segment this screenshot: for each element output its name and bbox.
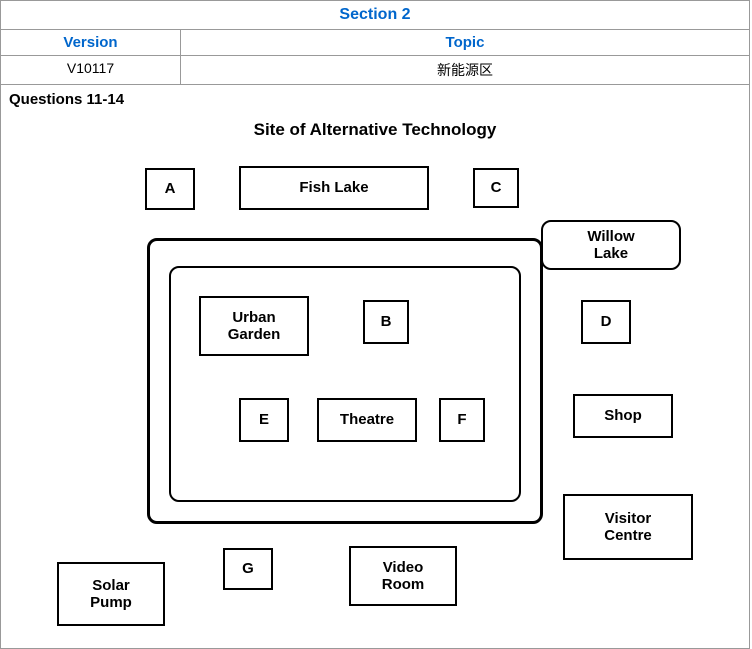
map-box-video: Video Room xyxy=(349,546,457,606)
map-box-theatre: Theatre xyxy=(317,398,417,442)
map-box-label: Video Room xyxy=(382,559,425,594)
map-box-willow: Willow Lake xyxy=(541,220,681,270)
header-labels-row: Version Topic xyxy=(1,30,749,56)
map-box-label: Shop xyxy=(604,407,642,424)
map-box-label: Urban Garden xyxy=(228,309,281,344)
map-box-label: F xyxy=(457,411,466,428)
topic-header: Topic xyxy=(181,30,749,55)
map-box-label: D xyxy=(601,313,612,330)
map-box-A: A xyxy=(145,168,195,210)
map-box-fishlake: Fish Lake xyxy=(239,166,429,210)
map-box-G: G xyxy=(223,548,273,590)
map-box-label: B xyxy=(381,313,392,330)
map-box-label: Solar Pump xyxy=(90,577,132,612)
map-box-urban: Urban Garden xyxy=(199,296,309,356)
version-header: Version xyxy=(1,30,181,55)
map-box-B: B xyxy=(363,300,409,344)
map-box-D: D xyxy=(581,300,631,344)
section-title: Section 2 xyxy=(1,1,749,30)
map-box-visitor: Visitor Centre xyxy=(563,494,693,560)
map-box-label: Fish Lake xyxy=(299,179,368,196)
map-box-label: Willow Lake xyxy=(587,228,634,263)
document-container: Section 2 Version Topic V10117 新能源区 Ques… xyxy=(0,0,750,649)
map-box-label: E xyxy=(259,411,269,428)
map-box-label: A xyxy=(165,180,176,197)
site-map-diagram: A Fish Lake C Willow Lake Urban Garden B D E The… xyxy=(1,148,751,648)
map-box-shop: Shop xyxy=(573,394,673,438)
header-values-row: V10117 新能源区 xyxy=(1,56,749,85)
map-box-C: C xyxy=(473,168,519,208)
map-box-label: G xyxy=(242,560,254,577)
map-box-F: F xyxy=(439,398,485,442)
version-value: V10117 xyxy=(1,56,181,84)
topic-value: 新能源区 xyxy=(181,56,749,84)
map-box-label: C xyxy=(491,179,502,196)
questions-label: Questions 11-14 xyxy=(1,85,749,114)
map-box-solar: Solar Pump xyxy=(57,562,165,626)
map-box-E: E xyxy=(239,398,289,442)
diagram-title: Site of Alternative Technology xyxy=(1,120,749,140)
map-box-label: Visitor Centre xyxy=(604,510,652,545)
map-box-label: Theatre xyxy=(340,411,394,428)
